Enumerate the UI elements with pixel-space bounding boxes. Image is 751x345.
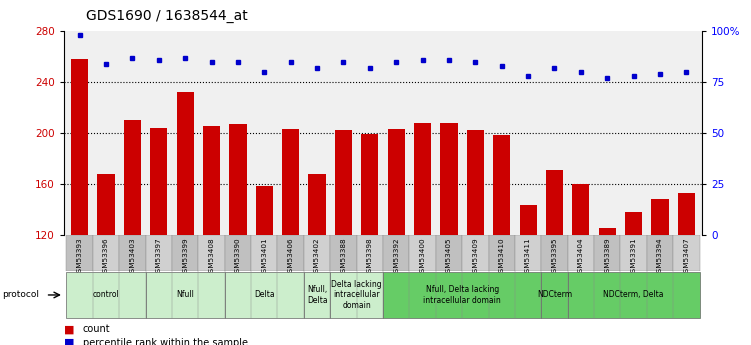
Bar (647, 235, 673, 271)
Text: ■: ■ (64, 338, 74, 345)
Bar (572, 184, 590, 235)
Bar (467, 130, 484, 235)
Bar (119, 235, 146, 271)
Text: GSM53397: GSM53397 (155, 237, 161, 277)
Bar (625, 212, 642, 235)
Text: Delta: Delta (254, 290, 275, 299)
Text: GSM53410: GSM53410 (499, 237, 505, 277)
Bar (256, 186, 273, 235)
Bar (541, 272, 568, 318)
Text: ■: ■ (64, 325, 74, 334)
Text: GSM53402: GSM53402 (314, 237, 320, 277)
Bar (198, 235, 225, 271)
Text: Nfull, Delta lacking
intracellular domain: Nfull, Delta lacking intracellular domai… (424, 285, 501, 305)
Text: GSM53393: GSM53393 (77, 237, 83, 277)
Bar (304, 272, 330, 318)
Bar (146, 235, 172, 271)
Text: control: control (92, 290, 119, 299)
Bar (414, 122, 431, 235)
Bar (673, 235, 699, 271)
Text: GSM53398: GSM53398 (366, 237, 372, 277)
Bar (599, 228, 616, 235)
Bar (146, 272, 225, 318)
Text: GSM53394: GSM53394 (657, 237, 663, 277)
Text: Nfull,
Delta: Nfull, Delta (306, 285, 327, 305)
Text: GSM53391: GSM53391 (631, 237, 637, 277)
Text: GSM53407: GSM53407 (683, 237, 689, 277)
Text: GSM53409: GSM53409 (472, 237, 478, 277)
Bar (568, 235, 594, 271)
Bar (93, 235, 119, 271)
Text: GSM53405: GSM53405 (446, 237, 452, 277)
Bar (493, 135, 510, 235)
Bar (229, 124, 246, 235)
Bar (251, 235, 278, 271)
Bar (383, 272, 541, 318)
Text: GSM53388: GSM53388 (340, 237, 346, 277)
Bar (225, 235, 251, 271)
Bar (620, 235, 647, 271)
Bar (225, 272, 304, 318)
Bar (436, 235, 462, 271)
Bar (546, 170, 563, 235)
Bar (172, 235, 198, 271)
Bar (309, 174, 326, 235)
Text: GSM53400: GSM53400 (420, 237, 426, 277)
Bar (71, 59, 88, 235)
Bar (462, 235, 488, 271)
Bar (335, 130, 352, 235)
Text: Nfull: Nfull (176, 290, 194, 299)
Bar (388, 129, 405, 235)
Text: Delta lacking
intracellular
domain: Delta lacking intracellular domain (331, 280, 382, 310)
Bar (520, 205, 537, 235)
Bar (304, 235, 330, 271)
Bar (124, 120, 141, 235)
Text: GSM53401: GSM53401 (261, 237, 267, 277)
Text: GSM53406: GSM53406 (288, 237, 294, 277)
Bar (383, 235, 409, 271)
Text: GSM53395: GSM53395 (551, 237, 557, 277)
Text: protocol: protocol (2, 290, 39, 299)
Bar (67, 272, 146, 318)
Bar (409, 235, 436, 271)
Text: count: count (83, 325, 110, 334)
Text: percentile rank within the sample: percentile rank within the sample (83, 338, 248, 345)
Text: GSM53390: GSM53390 (235, 237, 241, 277)
Bar (568, 272, 699, 318)
Text: NDCterm, Delta: NDCterm, Delta (603, 290, 664, 299)
Bar (678, 193, 695, 235)
Text: NDCterm: NDCterm (537, 290, 572, 299)
Bar (98, 174, 115, 235)
Bar (357, 235, 383, 271)
Bar (594, 235, 620, 271)
Bar (515, 235, 541, 271)
Bar (330, 235, 357, 271)
Bar (67, 235, 93, 271)
Text: GSM53392: GSM53392 (394, 237, 400, 277)
Text: GSM53396: GSM53396 (103, 237, 109, 277)
Bar (150, 128, 167, 235)
Bar (541, 235, 568, 271)
Bar (651, 199, 668, 235)
Text: GSM53404: GSM53404 (578, 237, 584, 277)
Text: GDS1690 / 1638544_at: GDS1690 / 1638544_at (86, 9, 248, 23)
Bar (440, 122, 457, 235)
Bar (361, 134, 379, 235)
Bar (330, 272, 383, 318)
Text: GSM53399: GSM53399 (182, 237, 189, 277)
Text: GSM53408: GSM53408 (209, 237, 215, 277)
Bar (278, 235, 304, 271)
Bar (282, 129, 299, 235)
Text: GSM53389: GSM53389 (605, 237, 611, 277)
Text: GSM53403: GSM53403 (129, 237, 135, 277)
Bar (488, 235, 515, 271)
Bar (203, 127, 220, 235)
Text: GSM53411: GSM53411 (525, 237, 531, 277)
Bar (176, 92, 194, 235)
